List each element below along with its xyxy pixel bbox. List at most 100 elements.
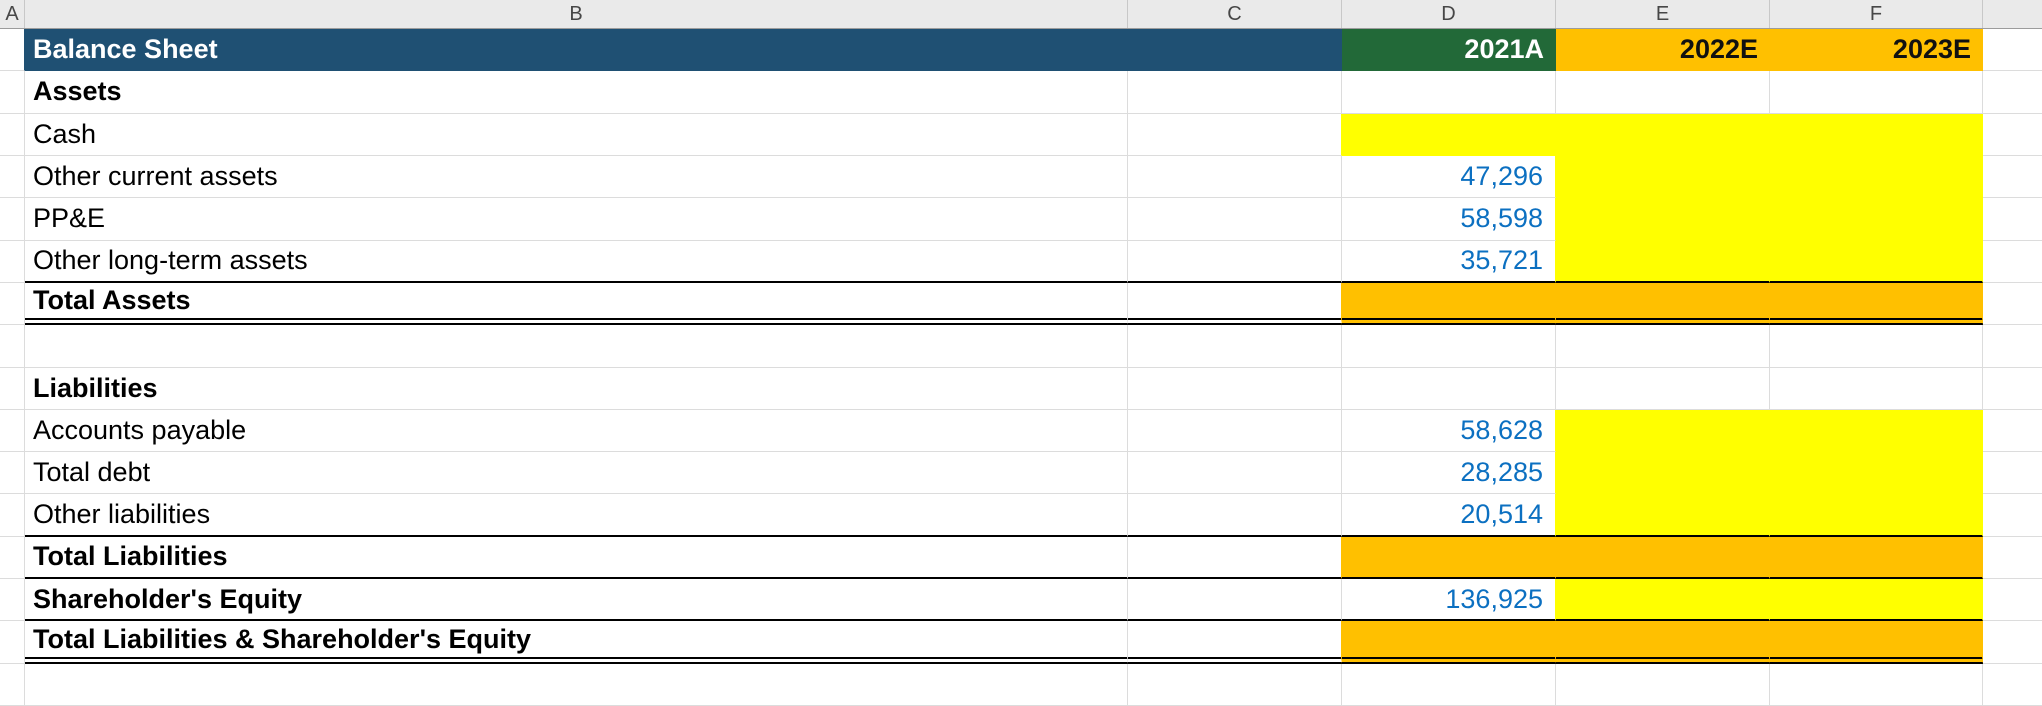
column-header-a[interactable]: A <box>0 0 25 28</box>
cell-g[interactable] <box>1983 664 2042 706</box>
cell-c[interactable] <box>1128 155 1342 199</box>
cell-g[interactable] <box>1983 325 2042 368</box>
cell-e[interactable] <box>1556 198 1770 241</box>
cell-d-value[interactable]: 28,285 <box>1342 452 1556 495</box>
cell-d[interactable] <box>1342 663 1556 706</box>
cell-e[interactable] <box>1556 452 1770 495</box>
cell-g[interactable] <box>1983 283 2042 326</box>
cell-d[interactable] <box>1342 282 1556 326</box>
cell-b-label[interactable]: Assets <box>25 71 1128 114</box>
cell-b-label[interactable]: Total Liabilities <box>25 536 1128 580</box>
cell-b-label[interactable]: Total Assets <box>25 282 1128 326</box>
cell-f[interactable] <box>1770 198 1983 241</box>
cell-d-value[interactable]: 20,514 <box>1342 494 1556 537</box>
cell-g[interactable] <box>1983 452 2042 495</box>
cell-a[interactable] <box>0 663 25 706</box>
cell-b-label[interactable]: Cash <box>25 113 1128 156</box>
cell-e[interactable] <box>1556 155 1770 199</box>
cell-c[interactable] <box>1128 367 1342 410</box>
column-header-d[interactable]: D <box>1342 0 1556 28</box>
year-2022e-cell[interactable]: 2022E <box>1556 29 1770 72</box>
cell-c[interactable] <box>1128 494 1342 537</box>
cell-e[interactable] <box>1556 621 1770 664</box>
cell-a[interactable] <box>0 452 25 495</box>
cell-a[interactable] <box>0 71 25 114</box>
cell-a[interactable] <box>0 367 25 410</box>
cell-f[interactable] <box>1770 155 1983 199</box>
cell-f[interactable] <box>1770 282 1983 326</box>
cell-g[interactable] <box>1983 368 2042 410</box>
cell-e[interactable] <box>1556 113 1770 156</box>
cell-a[interactable] <box>0 325 25 368</box>
cell-c[interactable] <box>1128 621 1342 664</box>
cell-b-label[interactable]: Total Liabilities & Shareholder's Equity <box>25 621 1128 664</box>
cell-a[interactable] <box>0 621 25 664</box>
cell-d[interactable] <box>1342 71 1556 114</box>
cell-c[interactable] <box>1128 71 1342 114</box>
cell-e[interactable] <box>1556 325 1770 368</box>
cell-f[interactable] <box>1770 113 1983 156</box>
cell-a[interactable] <box>0 113 25 156</box>
cell-g[interactable] <box>1983 156 2042 199</box>
cell-e[interactable] <box>1556 240 1770 283</box>
cell-b-label[interactable] <box>25 663 1128 706</box>
cell-f[interactable] <box>1770 494 1983 537</box>
cell-d-value[interactable]: 35,721 <box>1342 240 1556 283</box>
cell-b-label[interactable]: Liabilities <box>25 367 1128 410</box>
cell-f[interactable] <box>1770 71 1983 114</box>
cell-d[interactable] <box>1342 325 1556 368</box>
cell-c[interactable] <box>1128 663 1342 706</box>
cell-g[interactable] <box>1983 621 2042 664</box>
cell-c[interactable] <box>1128 113 1342 156</box>
column-header-g-partial[interactable] <box>1983 0 2042 28</box>
cell-e[interactable] <box>1556 579 1770 622</box>
cell-b-label[interactable]: Shareholder's Equity <box>25 579 1128 622</box>
column-header-c[interactable]: C <box>1128 0 1342 28</box>
cell-a[interactable] <box>0 536 25 580</box>
cell-g[interactable] <box>1983 494 2042 537</box>
cell-a1[interactable] <box>0 29 25 72</box>
cell-b-label[interactable]: Other liabilities <box>25 494 1128 537</box>
cell-e[interactable] <box>1556 409 1770 453</box>
cell-c[interactable] <box>1128 325 1342 368</box>
cell-f[interactable] <box>1770 409 1983 453</box>
cell-a[interactable] <box>0 494 25 537</box>
cell-a[interactable] <box>0 155 25 199</box>
cell-e[interactable] <box>1556 71 1770 114</box>
cell-c[interactable] <box>1128 536 1342 580</box>
sheet-title-cell[interactable]: Balance Sheet <box>25 29 1342 72</box>
column-header-b[interactable]: B <box>25 0 1128 28</box>
cell-b-label[interactable]: Total debt <box>25 452 1128 495</box>
cell-a[interactable] <box>0 282 25 326</box>
cell-f[interactable] <box>1770 663 1983 706</box>
cell-c[interactable] <box>1128 452 1342 495</box>
cell-e[interactable] <box>1556 494 1770 537</box>
cell-e[interactable] <box>1556 367 1770 410</box>
cell-c[interactable] <box>1128 409 1342 453</box>
cell-g[interactable] <box>1983 114 2042 156</box>
cell-g[interactable] <box>1983 241 2042 283</box>
column-header-e[interactable]: E <box>1556 0 1770 28</box>
cell-d[interactable] <box>1342 621 1556 664</box>
cell-d[interactable] <box>1342 536 1556 580</box>
year-2021a-cell[interactable]: 2021A <box>1342 29 1556 72</box>
cell-b-label[interactable]: Other long-term assets <box>25 240 1128 283</box>
cell-g1[interactable] <box>1983 29 2042 72</box>
cell-b-label[interactable] <box>25 325 1128 368</box>
cell-f[interactable] <box>1770 240 1983 283</box>
cell-f[interactable] <box>1770 536 1983 580</box>
cell-c[interactable] <box>1128 579 1342 622</box>
cell-f[interactable] <box>1770 452 1983 495</box>
cell-d-value[interactable]: 58,598 <box>1342 198 1556 241</box>
cell-e[interactable] <box>1556 282 1770 326</box>
cell-b-label[interactable]: PP&E <box>25 198 1128 241</box>
cell-f[interactable] <box>1770 579 1983 622</box>
cell-g[interactable] <box>1983 410 2042 453</box>
cell-e[interactable] <box>1556 536 1770 580</box>
cell-f[interactable] <box>1770 325 1983 368</box>
cell-a[interactable] <box>0 240 25 283</box>
cell-g[interactable] <box>1983 537 2042 580</box>
cell-a[interactable] <box>0 579 25 622</box>
cell-d[interactable] <box>1342 367 1556 410</box>
cell-e[interactable] <box>1556 663 1770 706</box>
